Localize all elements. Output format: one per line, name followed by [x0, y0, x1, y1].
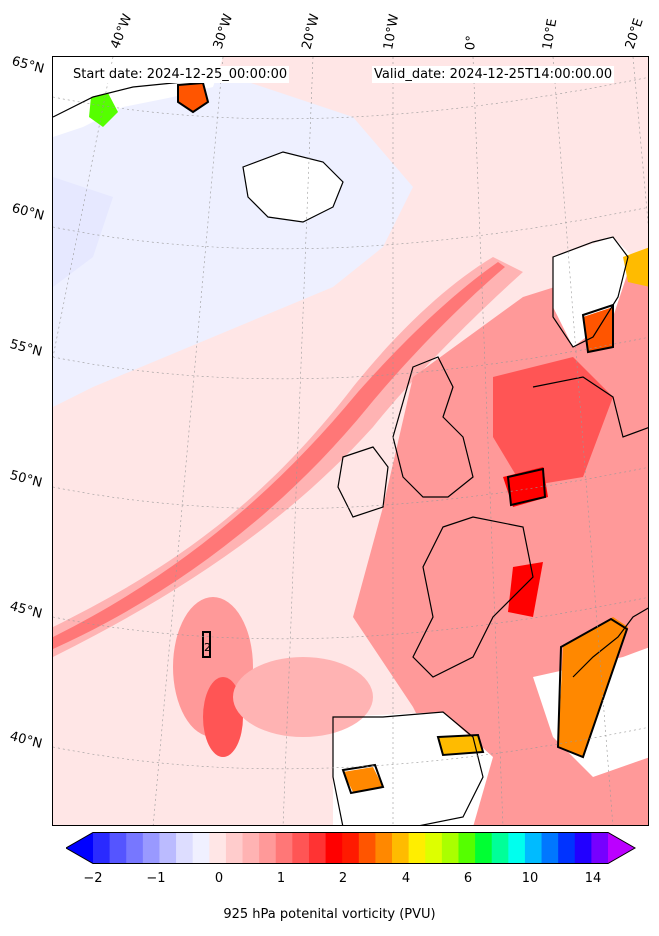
- lat-label-50n: 50°N: [8, 468, 44, 491]
- colorbar-cell: [242, 832, 260, 864]
- cbar-tick-2: 2: [338, 871, 348, 886]
- coast-british-isles: [392, 356, 474, 498]
- lon-label-20w: 20°W: [299, 12, 323, 51]
- cbar-tick-6: 6: [463, 871, 473, 886]
- cbar-tick-1: 1: [276, 871, 286, 886]
- iberia-south-high: [343, 767, 383, 792]
- colorbar-cell: [308, 832, 327, 864]
- scandinavia-mask: [553, 237, 633, 347]
- europe-core-1: [493, 357, 613, 487]
- colorbar-cell: [574, 832, 592, 864]
- coast-europe-east: [532, 376, 648, 438]
- lat-label-65n: 65°N: [10, 54, 46, 77]
- coast-iberia: [332, 711, 484, 825]
- baltic-high: [623, 247, 648, 287]
- colorbar-cell: [342, 832, 360, 864]
- colorbar-cell: [508, 832, 526, 864]
- map-frame: 2: [52, 56, 649, 826]
- colorbar-cell: [126, 832, 144, 864]
- colorbar-cell: [142, 832, 160, 864]
- contours-2pvu: [177, 81, 629, 795]
- contour-iberia-south: [341, 763, 385, 795]
- colorbar-cell: [176, 832, 194, 864]
- coast-italy: [572, 607, 648, 678]
- colorbar-cell: [524, 832, 543, 864]
- lon-label-10e: 10°E: [540, 17, 561, 52]
- contour-pyrenees: [436, 733, 485, 757]
- coast-france: [412, 516, 534, 678]
- greenland-hotspot: [89, 93, 118, 127]
- cbar-tick-4: 4: [401, 871, 411, 886]
- colorbar-cell: [425, 832, 443, 864]
- lat-label-55n: 55°N: [8, 337, 44, 360]
- colorbar-arrow-left: [66, 832, 93, 864]
- contour-atlantic: [202, 631, 211, 658]
- colorbar-title: 925 hPa potenital vorticity (PVU): [223, 907, 436, 922]
- cbar-tick-m1: −1: [146, 871, 166, 886]
- colorbar-cell: [159, 832, 177, 864]
- frontal-band-core: [53, 262, 505, 649]
- colorbar-arrow-right: [608, 832, 635, 864]
- lat-label-40n: 40°N: [8, 729, 44, 752]
- colorbar-cell: [109, 832, 127, 864]
- colorbar-cell: [275, 832, 293, 864]
- colorbar-cell: [458, 832, 476, 864]
- colorbar-cell: [475, 832, 493, 864]
- colorbar-cell: [541, 832, 559, 864]
- lon-label-20e: 20°E: [622, 16, 647, 51]
- cbar-tick-10: 10: [521, 871, 539, 886]
- colorbar-cell: [558, 832, 576, 864]
- lat-label-60n: 60°N: [10, 201, 46, 224]
- cbar-tick-m2: −2: [83, 871, 103, 886]
- colorbar-cell: [375, 832, 393, 864]
- lon-label-10w: 10°W: [381, 13, 403, 52]
- lon-label-40w: 40°W: [108, 12, 136, 51]
- contour-greenland: [177, 81, 210, 114]
- iceland-mask: [243, 152, 343, 222]
- contour-france: [506, 467, 547, 507]
- coast-ireland: [337, 446, 389, 518]
- negative-pv-region-west: [53, 177, 113, 287]
- contour-scandinavia: [581, 303, 614, 354]
- lon-label-30w: 30°W: [210, 12, 237, 51]
- europe-core-3: [508, 562, 543, 617]
- coast-iceland: [242, 151, 344, 223]
- cbar-tick-14: 14: [584, 871, 602, 886]
- pyrenees-high: [438, 735, 483, 755]
- colorbar-cell: [392, 832, 410, 864]
- cbar-tick-0: 0: [214, 871, 224, 886]
- lat-label-45n: 45°N: [8, 599, 44, 622]
- start-date-label: Start date: 2024-12-25_00:00:00: [71, 66, 290, 83]
- atlantic-blob-3: [233, 657, 373, 737]
- colorbar-cell: [209, 832, 227, 864]
- colorbar-cells: [66, 832, 635, 864]
- colorbar-cell: [408, 832, 426, 864]
- colorbar-cell: [93, 832, 111, 864]
- colorbar-cell: [292, 832, 310, 864]
- colorbar-cell: [591, 832, 609, 864]
- colorbar-cell: [325, 832, 343, 864]
- negative-pv-region: [53, 77, 413, 407]
- europe-core-2: [503, 467, 548, 507]
- colorbar-cell: [192, 832, 210, 864]
- colorbar-cell: [491, 832, 509, 864]
- contour-alps: [556, 617, 629, 759]
- colorbar-cell: [441, 832, 459, 864]
- map-field: [53, 57, 648, 825]
- colorbar: [66, 832, 636, 864]
- colorbar-cell: [358, 832, 376, 864]
- alps-high: [558, 617, 628, 757]
- greenland-hotspot-2: [178, 83, 208, 112]
- valid-date-label: Valid_date: 2024-12-25T14:00:00.00: [372, 66, 615, 83]
- colorbar-cell: [225, 832, 244, 864]
- coast-scandinavia: [552, 236, 629, 348]
- colorbar-cell: [259, 832, 277, 864]
- graticule: [53, 57, 648, 825]
- lon-label-0: 0°: [463, 34, 480, 51]
- colorbar-outline: [66, 832, 636, 864]
- coastlines: [53, 76, 648, 825]
- contour-label: 2: [204, 641, 211, 654]
